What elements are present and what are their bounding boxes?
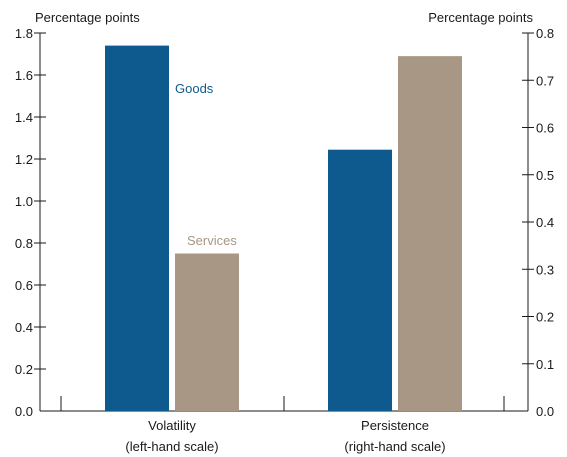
right-tick-label: 0.6 bbox=[536, 121, 554, 136]
left-tick-label: 0.2 bbox=[15, 362, 33, 377]
right-tick-label: 0.1 bbox=[536, 357, 554, 372]
category-sublabel-persistence: (right-hand scale) bbox=[344, 439, 445, 454]
left-tick-label: 1.4 bbox=[15, 110, 33, 125]
right-tick-label: 0.2 bbox=[536, 310, 554, 325]
series-label-goods: Goods bbox=[175, 81, 214, 96]
bar-goods-volatility bbox=[105, 45, 169, 411]
right-tick-label: 0.8 bbox=[536, 26, 554, 41]
left-tick-label: 0.4 bbox=[15, 320, 33, 335]
category-label-persistence: Persistence bbox=[361, 418, 429, 433]
bar-goods-persistence bbox=[328, 149, 392, 411]
left-tick-label: 1.8 bbox=[15, 26, 33, 41]
left-tick-label: 0.0 bbox=[15, 404, 33, 419]
category-label-volatility: Volatility bbox=[148, 418, 196, 433]
right-tick-label: 0.5 bbox=[536, 168, 554, 183]
right-tick-label: 0.7 bbox=[536, 73, 554, 88]
right-tick-label: 0.3 bbox=[536, 262, 554, 277]
left-tick-label: 0.6 bbox=[15, 278, 33, 293]
right-axis: 0.0 0.1 0.2 0.3 0.4 0.5 0.6 0.7 0.8 bbox=[522, 26, 554, 419]
right-tick-label: 0.4 bbox=[536, 215, 554, 230]
bars bbox=[105, 45, 462, 412]
category-sublabel-volatility: (left-hand scale) bbox=[125, 439, 218, 454]
x-axis-ticks bbox=[60, 396, 505, 411]
left-tick-label: 1.2 bbox=[15, 152, 33, 167]
bar-services-volatility bbox=[175, 253, 239, 411]
right-tick-label: 0.0 bbox=[536, 404, 554, 419]
right-axis-unit-label: Percentage points bbox=[428, 10, 533, 25]
left-axis-unit-label: Percentage points bbox=[35, 10, 140, 25]
left-tick-label: 1.0 bbox=[15, 194, 33, 209]
left-tick-label: 1.6 bbox=[15, 68, 33, 83]
series-label-services: Services bbox=[187, 233, 237, 248]
left-tick-label: 0.8 bbox=[15, 236, 33, 251]
left-axis: 0.0 0.2 0.4 0.6 0.8 1.0 1.2 1.4 1.6 1.8 bbox=[15, 26, 46, 419]
bar-services-persistence bbox=[398, 56, 462, 412]
